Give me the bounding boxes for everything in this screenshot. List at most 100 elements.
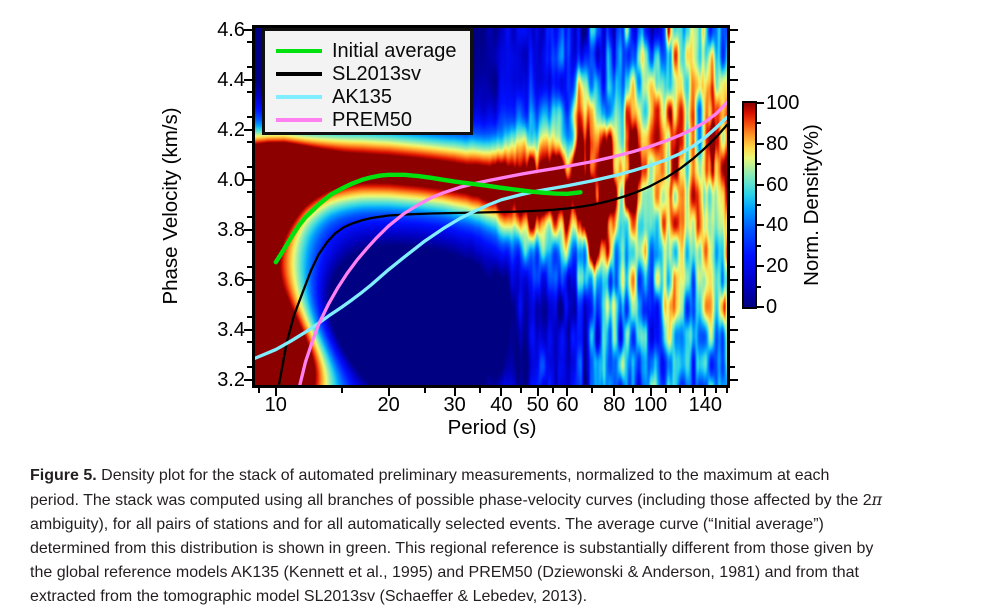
x-tick-label: 20 bbox=[377, 394, 400, 416]
x-minor-tick bbox=[340, 388, 343, 393]
figure-caption: Figure 5. Density plot for the stack of … bbox=[30, 464, 990, 609]
x-minor-tick bbox=[665, 388, 668, 393]
caption-text: period. The stack was computed using all… bbox=[30, 492, 872, 509]
y-minor-tick bbox=[247, 191, 252, 194]
legend-line-swatch-initial-average bbox=[276, 48, 322, 53]
colorbar-major-tick bbox=[757, 183, 764, 186]
y-minor-tick-right bbox=[730, 41, 735, 44]
x-minor-tick bbox=[632, 388, 635, 393]
colorbar-tick-label: 60 bbox=[766, 173, 789, 196]
y-minor-tick-right bbox=[730, 166, 735, 169]
y-minor-tick-right bbox=[730, 291, 735, 294]
x-minor-tick bbox=[519, 388, 522, 393]
y-minor-tick-right bbox=[730, 341, 735, 344]
y-major-tick bbox=[244, 328, 252, 331]
y-minor-tick bbox=[247, 91, 252, 94]
x-tick-label: 140 bbox=[688, 394, 722, 416]
legend-label: SL2013sv bbox=[332, 62, 421, 85]
y-minor-tick-right bbox=[730, 191, 735, 194]
colorbar-minor-tick bbox=[757, 163, 761, 166]
caption-line: ambiguity), for all pairs of stations an… bbox=[30, 516, 824, 533]
colorbar-minor-tick bbox=[757, 244, 761, 247]
x-major-tick bbox=[566, 388, 569, 396]
y-tick-label: 4.2 bbox=[217, 118, 245, 141]
caption-line: Figure 5. Density plot for the stack of … bbox=[30, 464, 990, 488]
colorbar-tick-label: 0 bbox=[766, 296, 778, 318]
x-major-tick bbox=[500, 388, 503, 396]
colorbar-gradient bbox=[742, 101, 757, 309]
caption-line: period. The stack was computed using all… bbox=[30, 488, 990, 513]
y-major-tick-right bbox=[730, 78, 738, 81]
colorbar-major-tick bbox=[757, 224, 764, 227]
caption-pi-symbol: π bbox=[871, 490, 883, 509]
y-minor-tick bbox=[247, 266, 252, 269]
legend-line-swatch-sl2013sv bbox=[276, 71, 322, 76]
y-major-tick bbox=[244, 278, 252, 281]
colorbar-tick-label: 40 bbox=[766, 214, 789, 237]
colorbar-title: Norm. Density(%) bbox=[800, 124, 823, 286]
colorbar-minor-tick bbox=[757, 204, 761, 206]
x-major-tick bbox=[453, 388, 456, 396]
x-major-tick bbox=[536, 388, 539, 396]
x-tick-label: 100 bbox=[633, 394, 668, 416]
x-minor-tick bbox=[591, 388, 594, 393]
y-major-tick bbox=[244, 378, 252, 381]
y-minor-tick bbox=[247, 241, 252, 244]
y-minor-tick-right bbox=[730, 91, 735, 94]
y-major-tick-right bbox=[730, 178, 738, 181]
y-minor-tick-right bbox=[730, 366, 735, 369]
legend-line-swatch-prem50 bbox=[276, 117, 322, 122]
colorbar-tick-label: 80 bbox=[766, 132, 789, 155]
x-major-tick bbox=[274, 388, 277, 396]
y-minor-tick bbox=[247, 291, 252, 294]
y-major-tick-right bbox=[730, 378, 738, 381]
figure-label: Figure 5. bbox=[30, 467, 97, 484]
y-minor-tick bbox=[247, 166, 252, 169]
y-minor-tick-right bbox=[730, 216, 735, 219]
legend-item-prem50: PREM50 bbox=[276, 108, 470, 131]
y-minor-tick-right bbox=[730, 116, 735, 119]
x-minor-tick bbox=[692, 388, 695, 393]
x-major-tick bbox=[387, 388, 390, 396]
legend-label: AK135 bbox=[332, 85, 393, 108]
caption-line: determined from this distribution is sho… bbox=[30, 540, 874, 557]
x-tick-label: 80 bbox=[603, 394, 626, 416]
y-major-tick bbox=[244, 178, 252, 181]
y-tick-label: 4.0 bbox=[217, 168, 245, 191]
legend-item-sl2013sv: SL2013sv bbox=[276, 62, 470, 85]
y-minor-tick-right bbox=[730, 266, 735, 269]
x-major-tick bbox=[613, 388, 616, 396]
x-minor-tick bbox=[552, 388, 555, 393]
legend-line-swatch-ak135 bbox=[276, 94, 322, 99]
legend-item-ak135: AK135 bbox=[276, 85, 470, 108]
y-tick-label: 4.6 bbox=[217, 18, 245, 41]
x-major-tick bbox=[649, 388, 652, 396]
colorbar-major-tick bbox=[757, 142, 764, 145]
y-minor-tick-right bbox=[730, 241, 735, 244]
y-minor-tick bbox=[247, 341, 252, 344]
x-axis-title: Period (s) bbox=[447, 416, 537, 439]
x-minor-tick bbox=[257, 388, 260, 393]
y-minor-tick bbox=[247, 366, 252, 369]
x-major-tick bbox=[704, 388, 707, 396]
y-minor-tick-right bbox=[730, 141, 735, 144]
y-minor-tick bbox=[247, 41, 252, 44]
colorbar-major-tick bbox=[757, 265, 764, 268]
y-major-tick-right bbox=[730, 28, 738, 31]
y-tick-label: 3.8 bbox=[217, 218, 245, 241]
y-major-tick-right bbox=[730, 328, 738, 331]
y-minor-tick bbox=[247, 141, 252, 144]
caption-line: the global reference models AK135 (Kenne… bbox=[30, 564, 859, 581]
legend-item-initial-average: Initial average bbox=[276, 39, 470, 62]
x-tick-label: 30 bbox=[443, 394, 466, 416]
y-tick-label: 3.6 bbox=[217, 268, 245, 291]
y-minor-tick bbox=[247, 216, 252, 219]
x-tick-label: 60 bbox=[556, 394, 579, 416]
x-minor-tick bbox=[423, 388, 426, 393]
colorbar-major-tick bbox=[757, 306, 764, 308]
x-tick-label: 10 bbox=[264, 394, 287, 416]
legend-label: PREM50 bbox=[332, 108, 413, 131]
y-major-tick bbox=[244, 228, 252, 231]
colorbar-minor-tick bbox=[757, 122, 761, 125]
